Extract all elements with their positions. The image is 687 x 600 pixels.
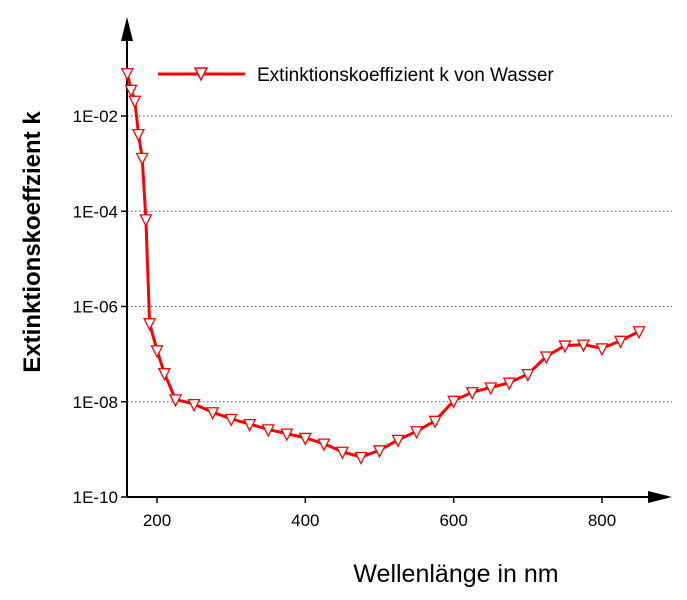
y-tick-label-0: 1E-10 <box>73 488 118 507</box>
legend-label: Extinktionskoeffizient k von Wasser <box>257 65 554 86</box>
data-point-28 <box>521 368 535 383</box>
data-point-14 <box>261 424 275 438</box>
data-point-34 <box>632 326 646 340</box>
data-point-25 <box>465 387 479 401</box>
data-point-27 <box>502 377 516 391</box>
data-point-19 <box>354 451 368 465</box>
data-point-15 <box>280 428 294 442</box>
x-tick-label-0: 200 <box>143 511 171 530</box>
data-point-17 <box>317 438 331 452</box>
legend: Extinktionskoeffizient k von Wasser <box>158 65 554 86</box>
x-tick-label-2: 600 <box>439 511 467 530</box>
axis-ticks: 1E-10 1E-08 1E-06 1E-04 1E-02 200 400 600 800 <box>73 107 617 530</box>
data-point-30 <box>558 340 572 354</box>
y-tick-label-2: 1E-06 <box>73 298 118 317</box>
data-point-4 <box>135 152 149 166</box>
data-point-11 <box>206 407 220 421</box>
data-point-0 <box>120 67 134 82</box>
series-line-water-k <box>125 72 640 459</box>
data-point-23 <box>428 415 442 429</box>
y-axis-title: Extinktionskoeffzient k <box>19 111 46 373</box>
grid-lines <box>127 115 672 403</box>
data-point-1 <box>124 84 138 98</box>
y-tick-label-1: 1E-08 <box>73 393 118 412</box>
data-point-22 <box>410 426 424 440</box>
x-axis-arrow <box>648 491 672 503</box>
data-point-13 <box>243 418 257 433</box>
series-markers <box>120 67 646 465</box>
data-point-6 <box>143 318 157 332</box>
data-point-33 <box>613 335 628 349</box>
data-point-5 <box>139 214 153 228</box>
x-tick-label-3: 800 <box>588 511 616 530</box>
data-point-24 <box>447 395 461 409</box>
data-point-2 <box>128 95 142 109</box>
x-axis-title: Wellenlänge in nm <box>353 560 558 588</box>
data-point-18 <box>335 446 349 460</box>
data-point-3 <box>131 128 146 143</box>
x-tick-label-1: 400 <box>291 511 319 530</box>
data-point-12 <box>224 413 238 427</box>
y-tick-label-4: 1E-02 <box>73 107 118 126</box>
data-point-29 <box>539 351 553 365</box>
data-point-21 <box>391 434 405 448</box>
data-point-32 <box>595 343 609 357</box>
y-axis-arrow <box>121 17 133 41</box>
data-point-26 <box>484 382 498 396</box>
data-point-7 <box>150 345 164 359</box>
legend-marker <box>193 67 209 82</box>
data-point-9 <box>168 394 183 408</box>
y-tick-label-3: 1E-04 <box>73 202 118 221</box>
data-point-20 <box>372 445 387 459</box>
data-point-10 <box>187 398 201 413</box>
data-point-16 <box>298 432 312 446</box>
data-point-8 <box>157 368 171 382</box>
data-point-31 <box>576 339 591 353</box>
